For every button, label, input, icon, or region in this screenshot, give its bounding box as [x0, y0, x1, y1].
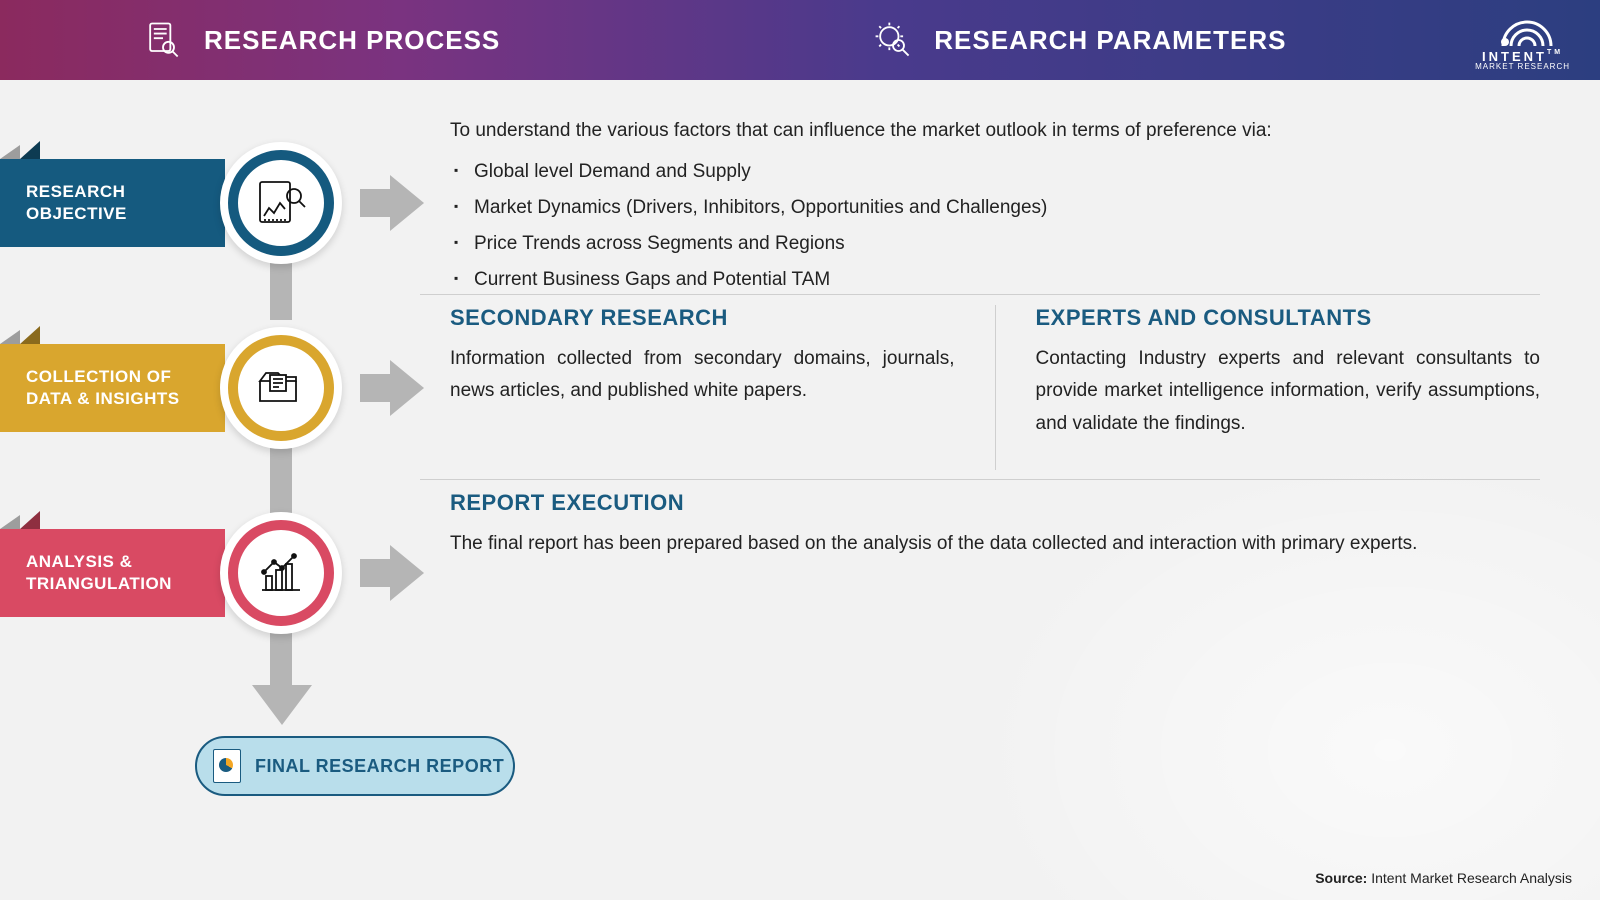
step2-right-body: Contacting Industry experts and relevant… — [1036, 343, 1541, 440]
header-left-title: RESEARCH PROCESS — [204, 25, 500, 56]
step2-left-body: Information collected from secondary dom… — [450, 343, 955, 408]
flag-research-objective: RESEARCH OBJECTIVE — [0, 159, 225, 247]
step-research-objective: RESEARCH OBJECTIVE To understand the var… — [0, 110, 1600, 295]
flag-line: COLLECTION OF — [26, 366, 225, 387]
flag-data-collection: COLLECTION OF DATA & INSIGHTS — [0, 344, 225, 432]
step2-content: SECONDARY RESEARCH Information collected… — [450, 295, 1540, 480]
column-divider — [995, 305, 996, 470]
final-report-pill: FINAL RESEARCH REPORT — [195, 736, 515, 796]
flag-line: OBJECTIVE — [26, 203, 225, 224]
arrow-right-2 — [360, 360, 420, 416]
step1-bullets: Global level Demand and Supply Market Dy… — [450, 154, 1540, 298]
flag-line: RESEARCH — [26, 181, 225, 202]
bullet: Price Trends across Segments and Regions — [474, 226, 1540, 262]
content-area: RESEARCH OBJECTIVE To understand the var… — [0, 80, 1600, 900]
step2-right-heading: EXPERTS AND CONSULTANTS — [1036, 305, 1541, 331]
brand-logo: INTENTTM MARKET RESEARCH — [1475, 8, 1570, 71]
step3-content: REPORT EXECUTION The final report has be… — [450, 480, 1540, 665]
medallion-3 — [220, 512, 342, 634]
arrow-right-3 — [360, 545, 420, 601]
logo-subline: MARKET RESEARCH — [1475, 62, 1570, 71]
flag-analysis: ANALYSIS & TRIANGULATION — [0, 529, 225, 617]
logo-tm: TM — [1547, 49, 1563, 56]
header-banner: RESEARCH PROCESS RESEARCH PARAMETERS INT… — [0, 0, 1600, 80]
flag-line: DATA & INSIGHTS — [26, 388, 225, 409]
step-data-collection: COLLECTION OF DATA & INSIGHTS SECONDARY … — [0, 295, 1600, 480]
arrow-down-icon — [252, 685, 312, 725]
step2-left-heading: SECONDARY RESEARCH — [450, 305, 955, 331]
bullet: Market Dynamics (Drivers, Inhibitors, Op… — [474, 190, 1540, 226]
flag-line: ANALYSIS & — [26, 551, 225, 572]
bullet: Current Business Gaps and Potential TAM — [474, 262, 1540, 298]
medallion-1 — [220, 142, 342, 264]
final-report-label: FINAL RESEARCH REPORT — [255, 756, 504, 777]
header-left: RESEARCH PROCESS — [140, 17, 500, 63]
source-line: Source: Intent Market Research Analysis — [1315, 870, 1572, 886]
step1-intro: To understand the various factors that c… — [450, 120, 1540, 142]
report-doc-icon — [213, 749, 241, 783]
gear-search-icon — [870, 17, 916, 63]
arrow-right-1 — [360, 175, 420, 231]
header-right: RESEARCH PARAMETERS — [870, 17, 1286, 63]
medallion-2 — [220, 327, 342, 449]
header-right-title: RESEARCH PARAMETERS — [934, 25, 1286, 56]
step3-heading: REPORT EXECUTION — [450, 490, 1540, 516]
step1-content: To understand the various factors that c… — [450, 110, 1540, 295]
flag-line: TRIANGULATION — [26, 573, 225, 594]
bullet: Global level Demand and Supply — [474, 154, 1540, 190]
source-label: Source: — [1315, 870, 1367, 886]
step-analysis: ANALYSIS & TRIANGULATION — [0, 480, 1600, 665]
source-text: Intent Market Research Analysis — [1371, 870, 1572, 886]
doc-search-icon — [140, 17, 186, 63]
step3-body: The final report has been prepared based… — [450, 528, 1540, 560]
